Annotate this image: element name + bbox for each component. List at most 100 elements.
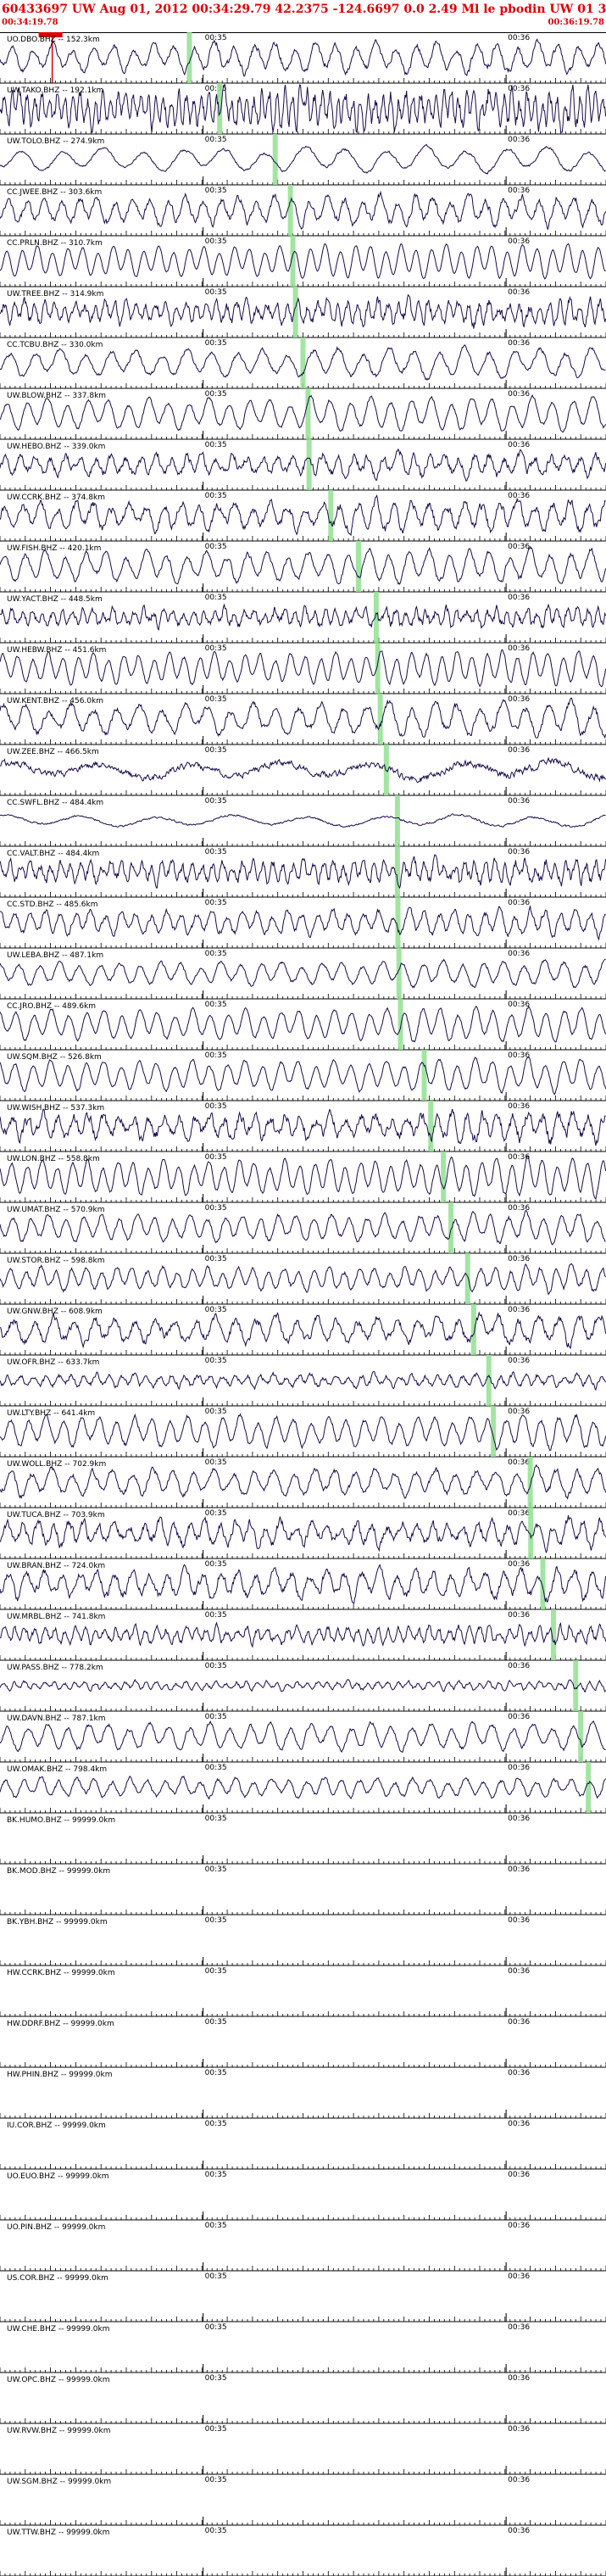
channel-time-ticks: [0, 2571, 606, 2576]
waveform-trace: [0, 649, 606, 688]
channel-time-ticks: [0, 332, 606, 337]
phase-pick: [272, 134, 278, 185]
minute-tick-label: 00:36: [508, 1153, 530, 1162]
channel-label: UW.OPC.BHZ -- 99999.0km: [7, 2376, 110, 2384]
channel-label: UW.FISH.BHZ -- 420.1km: [7, 544, 101, 553]
minute-tick-label: 00:35: [205, 1764, 227, 1772]
phase-pick: [287, 185, 293, 236]
channel-label: UW.BLOW.BHZ -- 337.8km: [7, 392, 106, 400]
phase-pick: [448, 1202, 454, 1253]
waveform-trace: [0, 1514, 606, 1554]
minute-tick-label: 00:35: [205, 1001, 227, 1009]
waveform-trace: [0, 38, 606, 77]
origin-marker: [38, 32, 63, 37]
minute-tick-label: 00:35: [205, 492, 227, 500]
minute-tick-label: 00:36: [508, 1865, 530, 1874]
minute-tick-label: 00:35: [205, 899, 227, 907]
waveform-trace: [0, 1311, 606, 1350]
waveform-trace: [0, 1678, 606, 1693]
channel-time-ticks: [0, 1146, 606, 1151]
waveform-trace: [0, 344, 606, 381]
minute-tick-label: 00:36: [508, 2374, 530, 2383]
minute-tick-label: 00:35: [205, 85, 227, 93]
channel-time-ticks: [0, 536, 606, 541]
waveform-trace: [0, 394, 606, 433]
minute-tick-label: 00:36: [508, 85, 530, 93]
phase-pick: [528, 1508, 534, 1558]
channel-time-ticks: [0, 1655, 606, 1660]
channel-label: UW.LON.BHZ -- 558.8km: [7, 1155, 100, 1163]
minute-tick-label: 00:36: [508, 1001, 530, 1009]
minute-tick-label: 00:36: [508, 390, 530, 399]
channel-label: UW.OFR.BHZ -- 633.7km: [7, 1358, 99, 1367]
channel-label: UW.ZEE.BHZ -- 466.5km: [7, 748, 99, 756]
minute-tick-label: 00:35: [205, 695, 227, 704]
phase-pick: [394, 846, 400, 897]
minute-tick-label: 00:35: [205, 2527, 227, 2535]
phase-pick: [395, 897, 401, 948]
waveform-trace: [0, 1005, 606, 1043]
channel-time-ticks: [0, 1045, 606, 1050]
minute-tick-label: 00:36: [508, 644, 530, 653]
channel-time-ticks: [0, 2317, 606, 2322]
minute-tick-label: 00:35: [205, 543, 227, 551]
minute-tick-label: 00:36: [508, 288, 530, 297]
channel-time-ticks: [0, 587, 606, 592]
minute-tick-label: 00:35: [205, 2171, 227, 2179]
minute-tick-label: 00:36: [508, 1662, 530, 1670]
channel-time-ticks: [0, 2113, 606, 2118]
minute-tick-label: 00:35: [205, 2323, 227, 2332]
minute-tick-label: 00:36: [508, 1611, 530, 1620]
minute-tick-label: 00:35: [205, 1204, 227, 1213]
channel-time-ticks: [0, 1910, 606, 1915]
minute-tick-label: 00:36: [508, 1051, 530, 1060]
channel-label: US.COR.BHZ -- 99999.0km: [7, 2274, 108, 2283]
channel-label: UW.RVW.BHZ -- 99999.0km: [7, 2427, 110, 2435]
channel-label: UW.YACT.BHZ -- 448.5km: [7, 595, 103, 604]
phase-pick: [586, 1762, 592, 1813]
minute-tick-label: 00:35: [205, 2120, 227, 2128]
waveform-trace: [0, 603, 606, 631]
waveform-trace: [0, 293, 606, 329]
phase-pick: [377, 694, 383, 744]
phase-pick: [491, 1406, 497, 1457]
waveform-trace: [0, 697, 606, 739]
phase-pick: [396, 948, 402, 999]
channel-label: UW.SGM.BHZ -- 99999.0km: [7, 2478, 111, 2486]
waveform-trace: [0, 1108, 606, 1146]
channel-label: CC.JWEE.BHZ -- 303.6km: [7, 188, 102, 197]
channel-time-ticks: [0, 180, 606, 185]
phase-pick: [540, 1558, 546, 1609]
channel-label: BK.HUMO.BHZ -- 99999.0km: [7, 1816, 115, 1825]
minute-tick-label: 00:36: [508, 2120, 530, 2128]
phase-pick: [398, 999, 403, 1050]
channel-label: UW.UMAT.BHZ -- 570.9km: [7, 1206, 104, 1214]
channel-time-ticks: [0, 2418, 606, 2423]
minute-tick-label: 00:36: [508, 2476, 530, 2484]
channel-time-ticks: [0, 1096, 606, 1101]
channel-label: HW.CCRK.BHZ -- 99999.0km: [7, 1969, 115, 1977]
phase-pick: [470, 1304, 476, 1355]
phase-pick: [551, 1609, 557, 1660]
minute-tick-label: 00:35: [205, 1560, 227, 1569]
channel-label: UW.TUCA.BHZ -- 703.9km: [7, 1511, 105, 1519]
channel-time-ticks: [0, 1960, 606, 1965]
start-time-label: 00:34:19.78: [2, 18, 58, 27]
minute-tick-label: 00:35: [205, 2069, 227, 2077]
waveform-trace: [0, 190, 606, 231]
minute-tick-label: 00:35: [205, 644, 227, 653]
channel-time-ticks: [0, 1197, 606, 1202]
phase-pick: [383, 744, 389, 795]
channel-label: CC.VALT.BHZ -- 484.4km: [7, 850, 99, 858]
minute-tick-label: 00:35: [205, 797, 227, 806]
minute-tick-label: 00:36: [508, 899, 530, 907]
channel-time-ticks: [0, 1706, 606, 1711]
channel-label: UW.DAVN.BHZ -- 787.1km: [7, 1715, 106, 1723]
channel-label: CC.SWFL.BHZ -- 484.4km: [7, 799, 103, 807]
minute-tick-label: 00:35: [205, 1713, 227, 1721]
channel-time-ticks: [0, 1604, 606, 1609]
minute-tick-label: 00:36: [508, 1306, 530, 1314]
channel-label: HW.PHIN.BHZ -- 99999.0km: [7, 2071, 112, 2079]
channel-label: UW.OMAK.BHZ -- 798.4km: [7, 1765, 107, 1774]
channel-label: UO.DBO.BHZ -- 152.3km: [7, 36, 100, 44]
